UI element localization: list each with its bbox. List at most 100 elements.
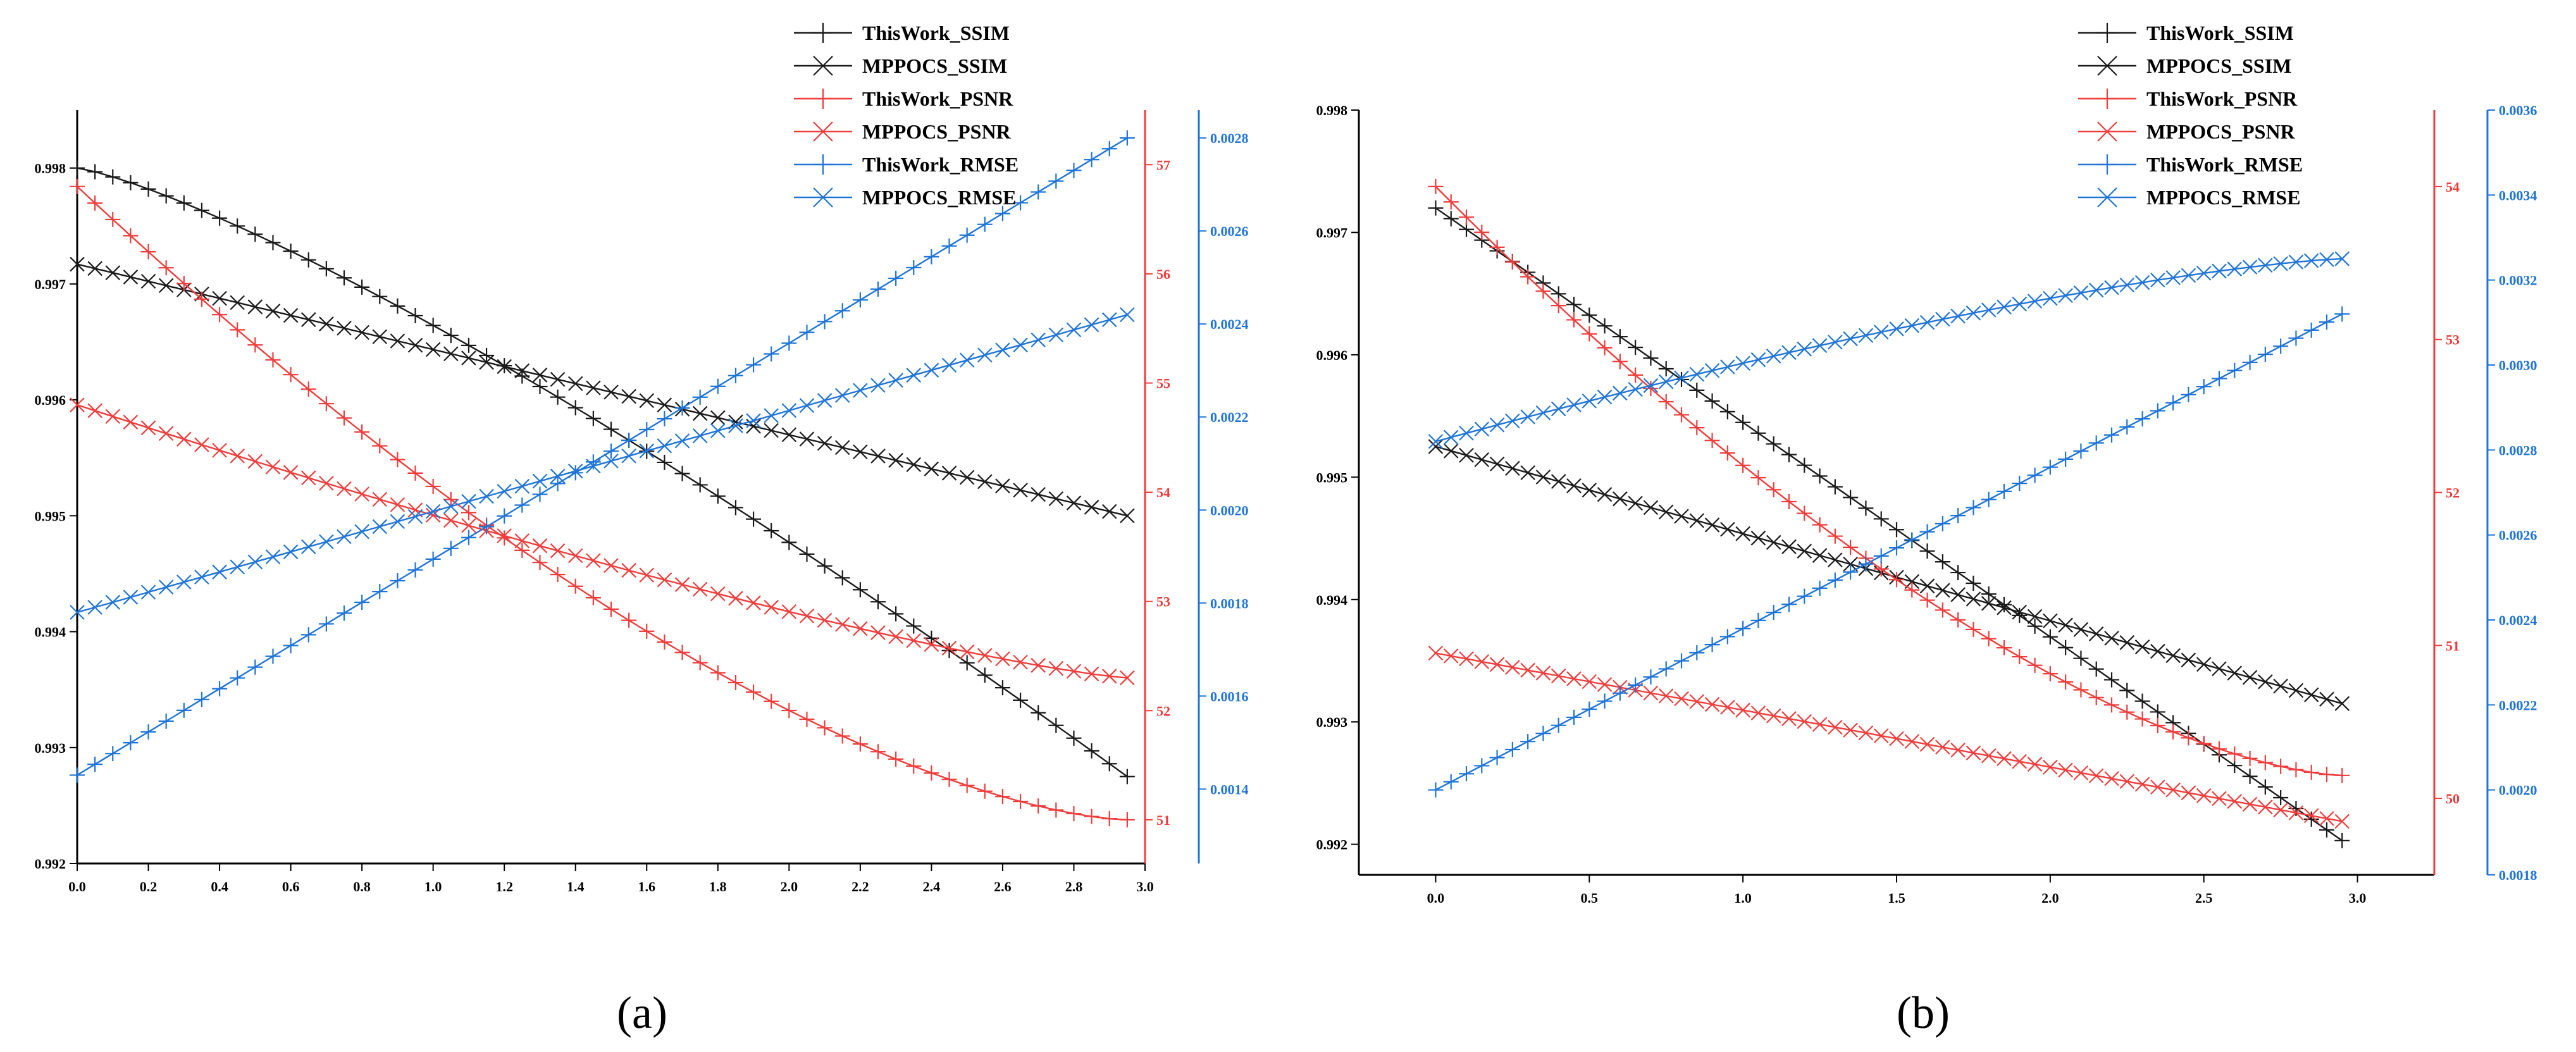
plus-marker [354, 595, 370, 610]
plus-marker [834, 303, 850, 319]
cross-marker [1689, 694, 1705, 709]
cross-marker [1720, 700, 1735, 715]
plus-marker [1797, 457, 1812, 473]
plus-marker [479, 347, 495, 363]
cross-marker [1066, 322, 1082, 338]
cross-marker [586, 458, 601, 474]
cross-marker [604, 558, 619, 573]
ssim-tick-label: 0.993 [1316, 714, 1348, 730]
cross-marker [337, 321, 352, 336]
cross-marker [1919, 314, 1935, 330]
x-tick-label: 0.2 [140, 879, 158, 894]
cross-marker [230, 295, 245, 311]
cross-marker [1535, 405, 1551, 421]
plus-marker [2097, 89, 2117, 109]
series-line [77, 263, 1128, 517]
cross-marker [2319, 252, 2334, 268]
cross-marker [1474, 421, 1490, 437]
plus-marker [1101, 756, 1117, 772]
cross-marker [2288, 683, 2304, 698]
cross-marker [300, 539, 316, 555]
plus-marker [372, 288, 388, 304]
rmse-tick-label: 0.0026 [2499, 528, 2537, 543]
series-ThisWork_PSNR [70, 178, 1135, 827]
legend-label: ThisWork_PSNR [862, 87, 1013, 110]
plus-marker [87, 195, 103, 211]
plus-marker [1520, 734, 1536, 750]
cross-marker [924, 461, 939, 476]
plus-marker [2334, 767, 2350, 783]
plus-marker [300, 627, 316, 643]
plus-marker [1827, 479, 1843, 495]
cross-marker [1812, 717, 1828, 732]
cross-marker [550, 468, 566, 484]
plus-marker [1935, 554, 1950, 570]
plus-marker [692, 477, 708, 493]
plus-marker [2227, 362, 2243, 378]
rmse-tick-label: 0.0018 [1210, 595, 1249, 611]
cross-marker [1735, 356, 1750, 371]
cross-marker [1935, 739, 1950, 755]
cross-marker [372, 329, 388, 345]
psnr-tick-label: 53 [2446, 332, 2460, 348]
cross-marker [2227, 261, 2243, 277]
cross-marker [1797, 342, 1812, 357]
cross-marker [567, 463, 583, 479]
plus-marker [1750, 470, 1766, 486]
series-ThisWork_SSIM [70, 160, 1135, 784]
plus-marker [1981, 631, 1997, 647]
plus-marker [1535, 726, 1551, 741]
plus-marker [532, 486, 548, 502]
plus-marker [1781, 447, 1797, 462]
plus-marker [461, 505, 476, 521]
cross-marker [692, 428, 708, 443]
cross-marker [1459, 425, 1474, 441]
plus-marker [567, 400, 583, 416]
cross-marker [514, 478, 530, 494]
plus-marker [2134, 693, 2150, 709]
plus-marker [710, 665, 726, 681]
cross-marker [1428, 434, 1444, 449]
cross-marker [2242, 259, 2258, 275]
plus-marker [1066, 730, 1082, 746]
cross-marker [1873, 325, 1889, 340]
plus-marker [2058, 451, 2074, 467]
legend-label: MPPOCS_RMSE [2146, 186, 2301, 209]
rmse-tick-label: 0.0018 [2499, 867, 2537, 883]
plus-marker [390, 298, 406, 314]
plus-marker [479, 519, 495, 535]
plus-marker [764, 693, 779, 709]
caption-b: (b) [1897, 987, 1950, 1038]
plus-marker [1704, 637, 1720, 653]
cross-marker [2165, 648, 2181, 664]
cross-marker [372, 492, 388, 507]
plus-marker [550, 476, 566, 492]
cross-marker [1997, 299, 2012, 315]
psnr-tick-label: 52 [2446, 485, 2460, 501]
cross-marker [1120, 670, 1135, 686]
series-line [77, 404, 1128, 679]
cross-marker [390, 514, 406, 529]
plus-marker [1101, 141, 1117, 157]
plus-marker [2227, 746, 2243, 762]
cross-marker [2150, 272, 2165, 288]
cross-marker [2097, 121, 2117, 142]
cross-marker [1766, 708, 1781, 724]
plus-marker [1812, 468, 1828, 484]
plus-marker [799, 325, 815, 340]
plus-marker [781, 335, 797, 351]
cross-marker [2134, 275, 2150, 290]
cross-marker [300, 470, 316, 486]
plus-marker [692, 389, 708, 405]
cross-marker [2012, 753, 2028, 769]
plus-marker [2165, 724, 2181, 739]
cross-marker [746, 413, 761, 428]
plus-marker [1551, 717, 1566, 733]
plus-marker [604, 421, 619, 437]
cross-marker [212, 290, 227, 306]
cross-marker [977, 347, 993, 363]
cross-marker [2097, 56, 2117, 76]
cross-marker [1720, 522, 1735, 537]
cross-marker [105, 595, 121, 610]
